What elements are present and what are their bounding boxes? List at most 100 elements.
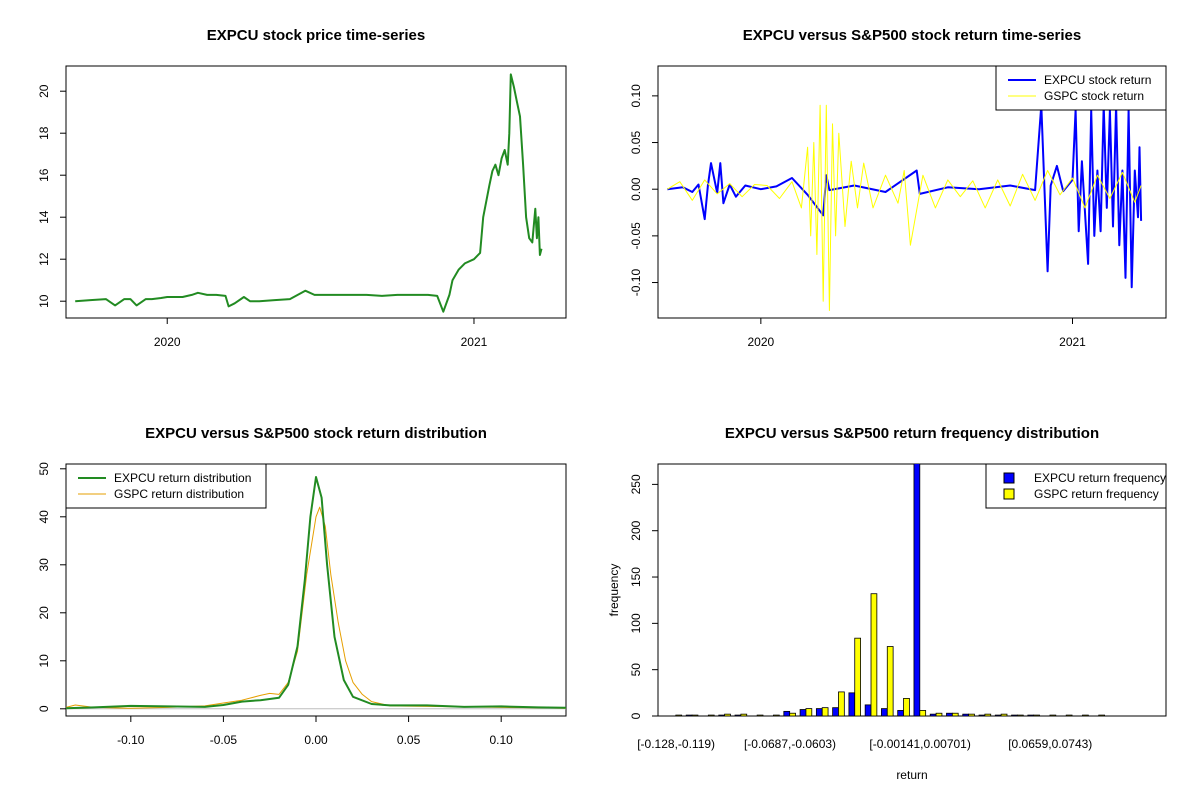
x-axis-label: return <box>896 768 927 782</box>
x-tick-label: 2020 <box>747 335 774 349</box>
y-tick-label: 10 <box>37 294 51 308</box>
legend-entry: GSPC return frequency <box>1034 487 1159 501</box>
expcu-freq-bar <box>685 714 693 716</box>
y-tick-label: 12 <box>37 252 51 266</box>
expcu-freq-bar <box>734 714 742 716</box>
y-tick-label: 0.05 <box>629 131 643 155</box>
expcu-freq-bar <box>881 708 888 716</box>
x-tick-label: [-0.00141,0.00701) <box>869 737 970 751</box>
y-tick-label: 14 <box>37 210 51 224</box>
gspc-freq-bar <box>870 593 878 716</box>
gspc-freq-bar <box>951 712 959 716</box>
expcu-freq-bar <box>848 692 856 716</box>
x-tick-label: [-0.128,-0.119) <box>637 737 715 751</box>
y-tick-label: 50 <box>37 462 51 476</box>
chart-title-2: EXPCU versus S&P500 stock return time-se… <box>743 27 1082 44</box>
gspc-freq-bar <box>707 714 715 716</box>
expcu-freq-bar <box>815 708 823 716</box>
expcu-freq-bar <box>946 712 953 716</box>
x-tick-label: [0.0659,0.0743) <box>1008 737 1092 751</box>
expcu-freq-bar <box>864 704 872 716</box>
x-tick-label: -0.10 <box>117 733 145 747</box>
plot-frame-4 <box>657 463 1167 717</box>
expcu-freq-bar <box>962 713 970 716</box>
expcu-freq-bar <box>913 464 921 716</box>
expcu-freq-bar <box>783 710 791 716</box>
x-tick-label: 0.00 <box>304 733 328 747</box>
gspc-freq-bar <box>968 713 975 716</box>
gspc-freq-bar <box>756 714 764 716</box>
gspc-freq-bar <box>691 714 699 716</box>
chart-title-1: EXPCU stock price time-series <box>207 27 425 44</box>
plot-frame-1 <box>65 65 567 319</box>
gspc-density-line <box>66 506 566 709</box>
chart-title-4: EXPCU versus S&P500 return frequency dis… <box>725 425 1099 442</box>
expcu-freq-bar <box>897 710 904 716</box>
gspc-freq-bar <box>1098 714 1105 716</box>
gspc-freq-bar <box>1000 713 1008 716</box>
y-tick-label: 40 <box>37 510 51 524</box>
gspc-freq-bar <box>773 714 780 716</box>
y-tick-label: 100 <box>629 613 643 633</box>
legend-box <box>65 463 267 509</box>
x-tick-label: 2020 <box>154 335 181 349</box>
gspc-freq-bar <box>919 710 927 716</box>
y-tick-label: 200 <box>629 520 643 540</box>
expcu-freq-bar <box>929 713 937 716</box>
y-tick-label: 30 <box>37 558 51 572</box>
gspc-freq-bar <box>1033 714 1040 716</box>
expcu-freq-bar <box>994 714 1002 716</box>
expcu-freq-bar <box>832 707 839 716</box>
legend-entry: EXPCU stock return <box>1044 73 1151 87</box>
gspc-freq-bar <box>903 697 910 716</box>
x-tick-label: [-0.0687,-0.0603) <box>744 737 836 751</box>
legend-entry: GSPC return distribution <box>114 487 244 501</box>
y-tick-label: 50 <box>629 663 643 677</box>
expcu-freq-bar <box>718 714 726 716</box>
expcu-freq-bar <box>1027 714 1035 716</box>
y-tick-label: 0.10 <box>629 84 643 108</box>
x-tick-label: -0.05 <box>210 733 238 747</box>
y-tick-label: -0.05 <box>629 222 643 250</box>
gspc-freq-bar <box>854 637 861 716</box>
gspc-freq-bar <box>838 691 845 716</box>
plot-frame-2 <box>657 65 1167 319</box>
legend-entry: EXPCU return distribution <box>114 471 251 485</box>
x-tick-label: 2021 <box>1059 335 1086 349</box>
expcu-freq-bar <box>978 714 986 716</box>
gspc-freq-bar <box>789 712 796 716</box>
gspc-freq-bar <box>805 708 813 716</box>
y-tick-label: 18 <box>37 126 51 140</box>
y-tick-label: 0 <box>629 712 643 719</box>
gspc-freq-bar <box>821 707 829 716</box>
legend-box <box>995 65 1167 111</box>
gspc-freq-bar <box>1065 714 1073 716</box>
gspc-freq-bar <box>675 714 683 716</box>
y-tick-label: 20 <box>37 606 51 620</box>
gspc-freq-bar <box>886 646 894 716</box>
y-tick-label: 20 <box>37 84 51 98</box>
legend-entry: EXPCU return frequency <box>1034 471 1166 485</box>
legend-swatch <box>1003 488 1015 500</box>
y-tick-label: -0.10 <box>629 269 643 297</box>
x-tick-label: 2021 <box>461 335 488 349</box>
gspc-freq-bar <box>984 713 992 716</box>
gspc-freq-bar <box>935 712 943 716</box>
y-tick-label: 150 <box>629 567 643 587</box>
expcu-return-line <box>667 104 1143 289</box>
gspc-freq-bar <box>1049 714 1057 716</box>
chart-title-3: EXPCU versus S&P500 stock return distrib… <box>145 425 487 442</box>
legend-entry: GSPC stock return <box>1044 89 1144 103</box>
x-tick-label: 0.10 <box>490 733 514 747</box>
y-tick-label: 250 <box>629 474 643 494</box>
expcu-freq-bar <box>1011 714 1018 716</box>
expcu-density-line <box>66 476 566 710</box>
x-tick-label: 0.05 <box>397 733 421 747</box>
gspc-return-line <box>667 104 1142 311</box>
gspc-freq-bar <box>1017 714 1024 716</box>
y-axis-label: frequency <box>607 564 621 617</box>
expcu-freq-bar <box>799 709 807 716</box>
legend-swatch <box>1003 472 1015 484</box>
gspc-freq-bar <box>1082 714 1089 716</box>
